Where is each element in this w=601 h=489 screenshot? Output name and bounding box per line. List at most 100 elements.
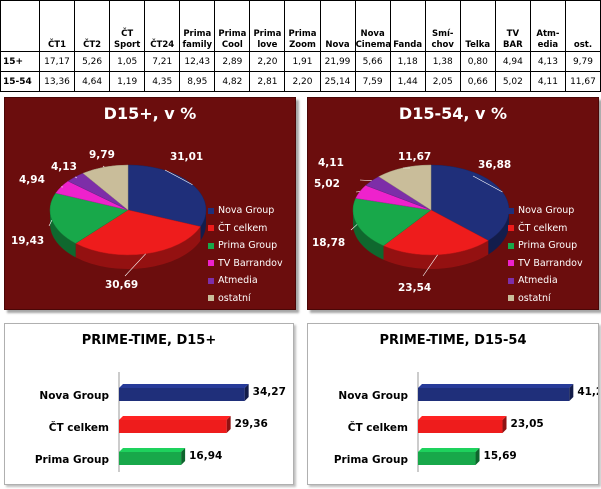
table-column-header: Prima family <box>179 0 216 52</box>
bar-category-label: Nova Group <box>338 390 408 402</box>
pie-value-label: 31,01 <box>170 151 203 163</box>
pie-slice-čt-celkem <box>75 209 201 256</box>
pie-panel-d15plus: D15+, v % 31,01 30,69 19,43 4,94 4,13 9,79 No… <box>4 97 296 310</box>
table-column-header: ČT Sport <box>109 0 146 52</box>
column-header-label: Smí- chov <box>431 29 454 50</box>
legend-item: Prima Group <box>508 237 583 255</box>
table-cell: 4,35 <box>144 71 181 92</box>
table-cell: 5,02 <box>494 71 531 92</box>
table-column-header: Telka <box>459 0 496 52</box>
pie-value-label: 23,54 <box>398 282 431 294</box>
legend-item: ČT celkem <box>208 220 283 238</box>
table-cell: 2,81 <box>249 71 286 92</box>
table-column-header: Prima love <box>249 0 286 52</box>
pie-leader-line <box>350 224 358 231</box>
pie-value-label: 11,67 <box>398 151 431 163</box>
table-cell: 1,18 <box>389 51 426 72</box>
table-column-header: Prima Zoom <box>284 0 321 52</box>
pie-title-d15plus: D15+, v % <box>103 104 197 123</box>
bar-category-label: ČT celkem <box>348 421 408 434</box>
table-cell: 4,82 <box>214 71 251 92</box>
bar-čt-celkem <box>418 416 507 433</box>
table-cell: 1,05 <box>109 51 146 72</box>
bar-nova-group <box>119 384 249 401</box>
bar-value-label: 29,36 <box>235 418 268 430</box>
column-header-label: ČT24 <box>150 40 175 50</box>
bar-value-label: 34,27 <box>253 386 286 398</box>
row-label: 15+ <box>0 51 40 72</box>
table-cell: 17,17 <box>38 51 76 72</box>
table-column-header: ČT24 <box>144 0 181 52</box>
bar-title-d1554: PRIME-TIME, D15-54 <box>379 333 527 348</box>
legend-label: ostatní <box>518 292 551 304</box>
bar-value-label: 23,05 <box>511 418 544 430</box>
pie-sides <box>353 210 509 269</box>
pie-slice-prima-group <box>352 197 432 246</box>
legend-swatch <box>508 242 514 249</box>
bar-value-label: 15,69 <box>484 450 517 462</box>
pie-side-čt-celkem <box>383 240 489 269</box>
pie-slices <box>352 164 510 256</box>
pie-sides <box>50 210 206 269</box>
table-cell: 0,66 <box>459 71 496 92</box>
bar-panel-primetime-d1554: PRIME-TIME, D15-54 Nova Group 41,27 ČT cel… <box>307 323 599 485</box>
column-header-label: Prima Cool <box>218 29 247 50</box>
table-column-header: Atm- edia <box>529 0 566 52</box>
table-cell: 12,43 <box>179 51 216 72</box>
column-header-label: Prima Zoom <box>288 29 317 50</box>
pie-value-label: 18,78 <box>312 237 345 249</box>
legend-label: TV Barrandov <box>218 257 283 269</box>
share-table: ČT1 ČT2 ČT Sport ČT24 Prima family Prima Cool… <box>0 0 601 92</box>
table-cell: 4,13 <box>529 51 566 72</box>
pie-leader-line <box>422 254 438 277</box>
table-body: 15+ 17,17 5,26 1,05 7,21 12,43 2,89 2,20 1,91 21,… <box>0 51 601 92</box>
pie-slice-čt-celkem <box>383 209 489 256</box>
table-column-header: ČT2 <box>74 0 111 52</box>
pie-value-label: 4,13 <box>51 161 77 173</box>
pie-legend-d1554: Nova Group ČT celkem Prima Group TV Barrand… <box>508 202 583 307</box>
bar-value-label: 16,94 <box>189 450 222 462</box>
legend-item: Nova Group <box>508 202 583 220</box>
row-label: 15-54 <box>0 71 40 92</box>
legend-label: Nova Group <box>518 205 575 217</box>
legend-label: ČT celkem <box>518 222 568 234</box>
table-cell: 4,94 <box>494 51 531 72</box>
table-header-row: ČT1 ČT2 ČT Sport ČT24 Prima family Prima Cool… <box>0 0 601 52</box>
legend-label: ostatní <box>218 292 251 304</box>
pie-side-prima-group <box>50 210 76 258</box>
pie-leader-line <box>164 169 193 185</box>
legend-swatch <box>208 225 214 232</box>
bar-prima-group <box>418 448 480 465</box>
pie-leader-line <box>102 165 105 168</box>
column-header-label: ČT1 <box>48 40 66 50</box>
table-row: 15-54 13,36 4,64 1,19 4,35 8,95 4,82 2,81 2,20 25… <box>0 71 601 92</box>
legend-item: Nova Group <box>208 202 283 220</box>
legend-item: Prima Group <box>208 237 283 255</box>
table-column-header: Fanda <box>389 0 426 52</box>
table-cell: 2,20 <box>249 51 286 72</box>
column-header-label: Prima family <box>182 29 213 50</box>
pie-chart-d1554: 36,88 23,54 18,78 5,02 4,11 11,67 <box>312 151 511 294</box>
column-header-label: Fanda <box>393 40 423 50</box>
pie-slice-ostatní <box>82 164 129 211</box>
bar-prima-group <box>119 448 186 465</box>
legend-swatch <box>508 225 514 232</box>
legend-swatch <box>208 242 214 249</box>
pie-side-čt-celkem <box>75 226 201 269</box>
bar-title-d15plus: PRIME-TIME, D15+ <box>81 333 217 348</box>
column-header-label: Telka <box>465 40 491 50</box>
table-column-header: ČT1 <box>38 0 76 52</box>
legend-item: ostatní <box>508 290 583 308</box>
bar-nova-group <box>418 384 574 401</box>
bar-category-label: Nova Group <box>39 390 109 402</box>
column-header-label: Nova <box>325 40 350 50</box>
legend-label: ČT celkem <box>218 222 268 234</box>
column-header-label: TV BAR <box>503 29 523 50</box>
legend-label: TV Barrandov <box>518 257 583 269</box>
bar-value-label: 41,27 <box>577 386 598 398</box>
table-cell: 7,59 <box>354 71 391 92</box>
table-cell: 8,95 <box>179 71 216 92</box>
pie-side-nova-group <box>488 210 509 255</box>
table-cell: 2,89 <box>214 51 251 72</box>
pie-title-d1554: D15-54, v % <box>398 104 508 123</box>
